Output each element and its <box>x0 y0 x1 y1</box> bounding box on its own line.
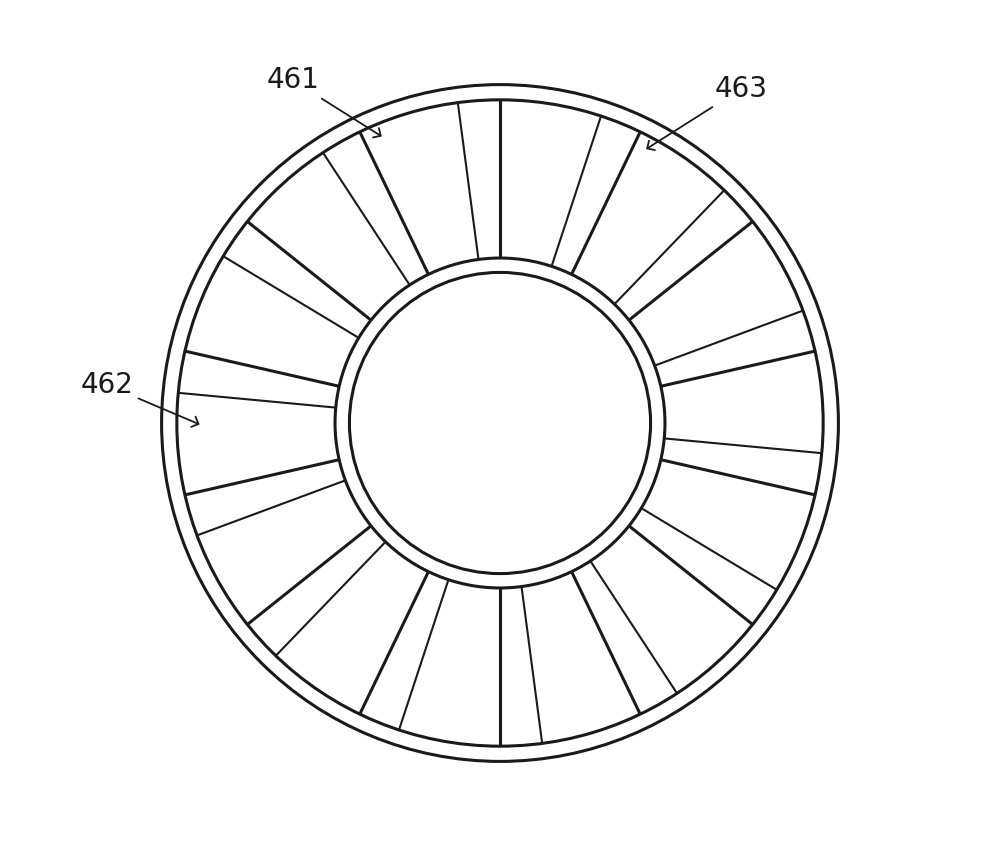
Text: 463: 463 <box>647 74 768 150</box>
Text: 461: 461 <box>266 66 381 138</box>
Text: 462: 462 <box>80 371 198 427</box>
